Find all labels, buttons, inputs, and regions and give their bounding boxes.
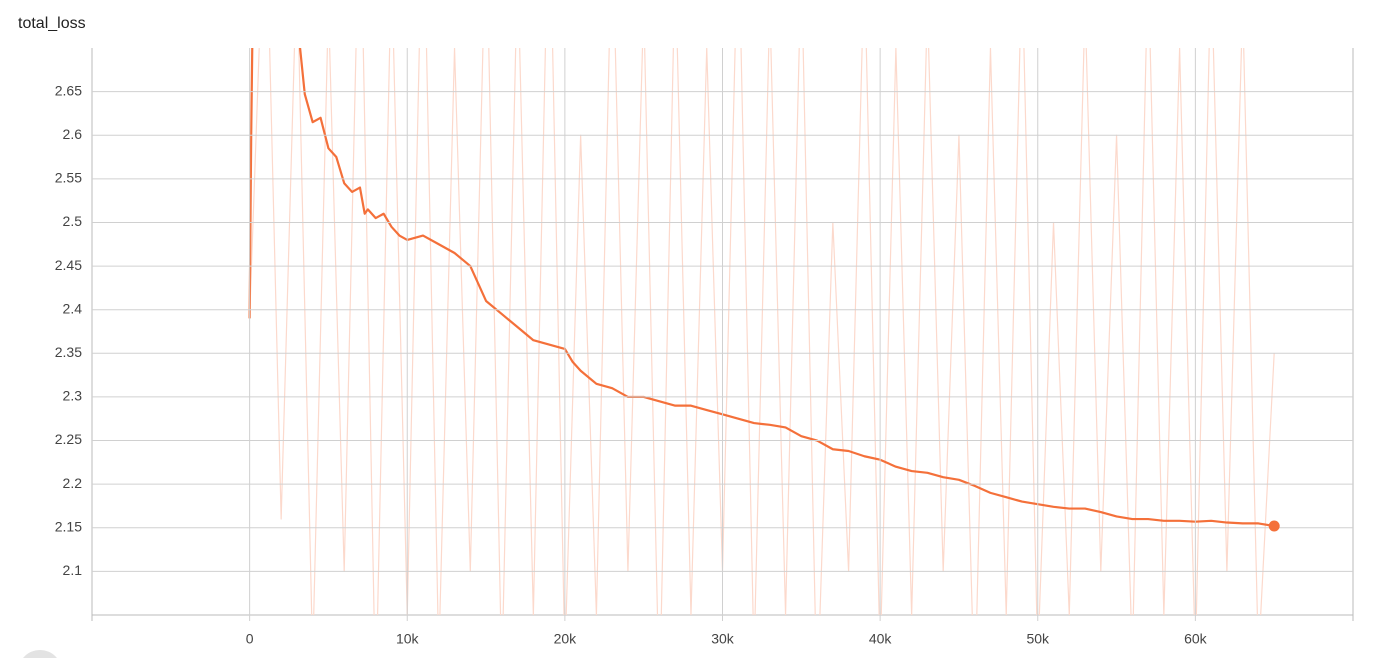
data-line xyxy=(248,48,1275,528)
y-tick-label: 2.5 xyxy=(63,213,83,229)
y-tick-label: 2.25 xyxy=(55,431,82,447)
y-tick-label: 2.65 xyxy=(55,82,82,98)
y-tick-label: 2.2 xyxy=(63,475,83,491)
y-tick-label: 2.4 xyxy=(63,300,83,316)
y-tick-label: 2.3 xyxy=(63,388,83,404)
x-tick-label: 20k xyxy=(554,631,578,647)
data-line xyxy=(249,48,1275,615)
y-tick-label: 2.1 xyxy=(63,562,83,578)
plot-area xyxy=(248,48,1275,615)
y-tick-label: 2.6 xyxy=(63,126,83,142)
fab-button[interactable] xyxy=(18,650,62,658)
y-tick-label: 2.55 xyxy=(55,170,82,186)
y-tick-label: 2.45 xyxy=(55,257,82,273)
x-tick-label: 40k xyxy=(869,631,893,647)
x-tick-label: 10k xyxy=(396,631,420,647)
x-tick-label: 50k xyxy=(1026,631,1050,647)
x-tick-label: 30k xyxy=(711,631,735,647)
y-tick-label: 2.15 xyxy=(55,518,82,534)
y-tick-label: 2.35 xyxy=(55,344,82,360)
end-point xyxy=(1268,520,1280,532)
x-tick-label: 60k xyxy=(1184,631,1208,647)
chart-title: total_loss xyxy=(18,15,86,32)
x-tick-label: 0 xyxy=(246,631,254,647)
